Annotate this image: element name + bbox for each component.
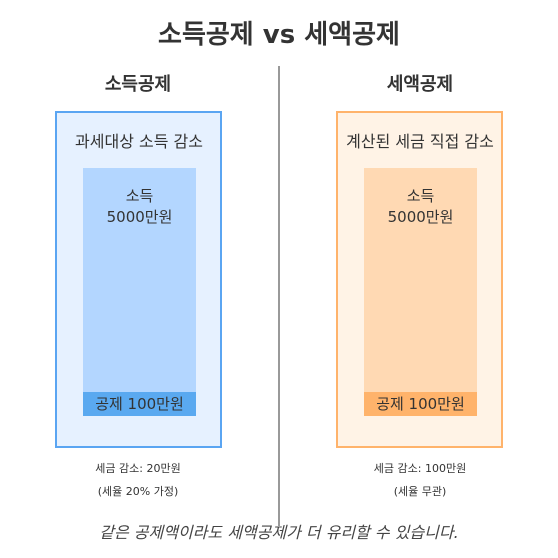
right-income-line2: 5000만원 (387, 208, 454, 226)
left-result: 세금 감소: 20만원 (세율 20% 가정) (38, 457, 238, 503)
right-result: 세금 감소: 100만원 (세율 무관) (320, 457, 520, 503)
left-result-line1: 세금 감소: 20만원 (95, 462, 181, 475)
footer-note: 같은 공제액이라도 세액공제가 더 유리할 수 있습니다. (99, 523, 459, 542)
left-income-bar (83, 168, 196, 416)
right-caption: 계산된 세금 직접 감소 (346, 132, 494, 151)
right-result-line2: (세율 무관) (393, 485, 447, 498)
right-deduction-block: 공제 100만원 (364, 392, 477, 416)
left-caption: 과세대상 소득 감소 (75, 132, 203, 151)
left-income-line2: 5000만원 (106, 208, 173, 226)
diagram-title: 소득공제 vs 세액공제 (158, 20, 400, 50)
left-heading: 소득공제 (104, 74, 172, 95)
center-divider (278, 66, 280, 526)
right-income-line1: 소득 (406, 187, 435, 205)
right-heading: 세액공제 (386, 74, 454, 95)
left-income-line1: 소득 (125, 187, 154, 205)
left-income-label: 소득 5000만원 (83, 186, 196, 228)
left-result-line2: (세율 20% 가정) (97, 485, 179, 498)
left-deduction-block: 공제 100만원 (83, 392, 196, 416)
right-income-bar (364, 168, 477, 416)
right-result-line1: 세금 감소: 100만원 (373, 462, 467, 475)
right-income-label: 소득 5000만원 (364, 186, 477, 228)
